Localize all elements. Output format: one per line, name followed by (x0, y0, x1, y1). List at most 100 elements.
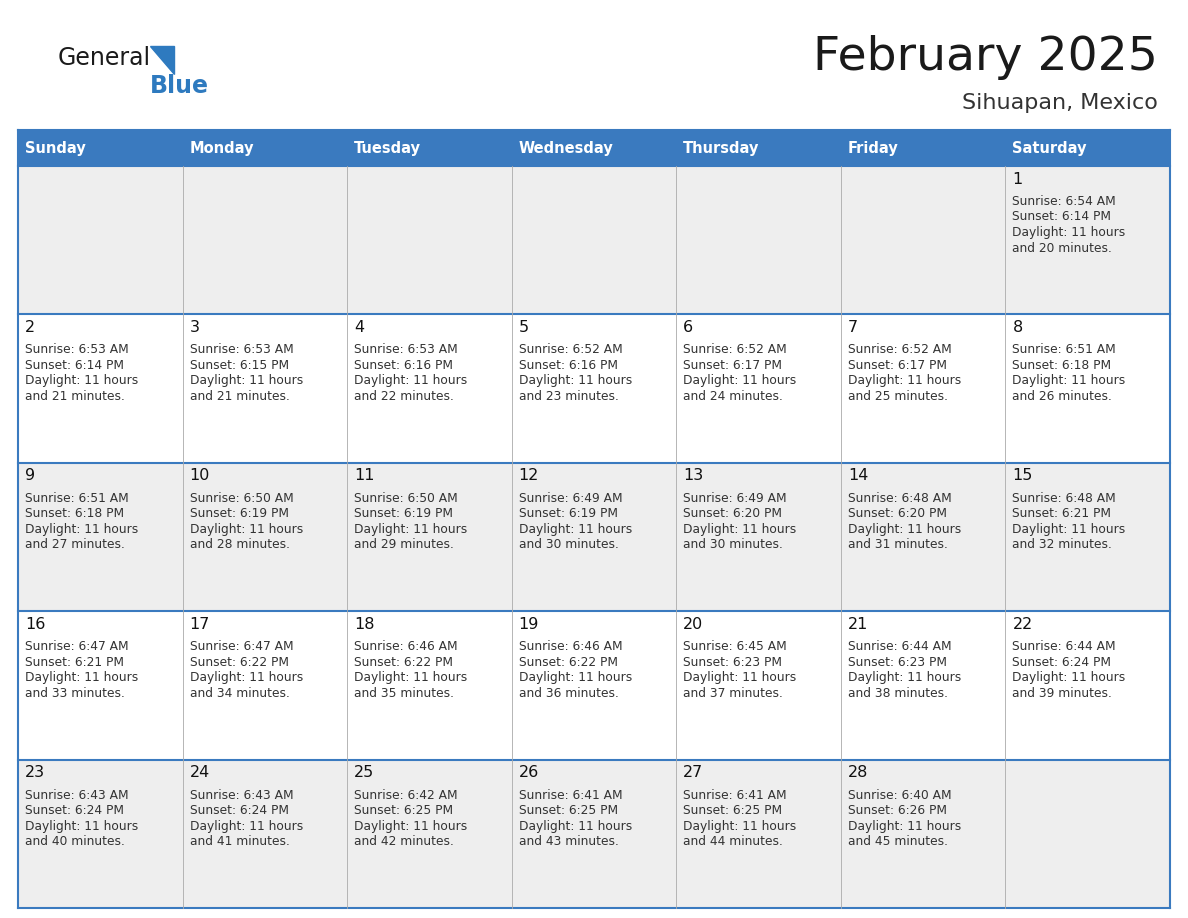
Text: Sunset: 6:22 PM: Sunset: 6:22 PM (190, 655, 289, 668)
Text: 14: 14 (848, 468, 868, 483)
Text: 25: 25 (354, 765, 374, 780)
Text: and 45 minutes.: and 45 minutes. (848, 835, 948, 848)
Bar (512, 166, 676, 314)
Text: General: General (58, 46, 151, 70)
Text: and 30 minutes.: and 30 minutes. (519, 538, 619, 552)
Text: 5: 5 (519, 319, 529, 335)
Text: Daylight: 11 hours: Daylight: 11 hours (354, 522, 467, 536)
Text: Wednesday: Wednesday (519, 140, 613, 155)
Text: 20: 20 (683, 617, 703, 632)
Text: and 25 minutes.: and 25 minutes. (848, 390, 948, 403)
Bar (841, 463, 1005, 611)
Text: and 29 minutes.: and 29 minutes. (354, 538, 454, 552)
Text: Sunset: 6:19 PM: Sunset: 6:19 PM (354, 508, 453, 521)
Text: and 26 minutes.: and 26 minutes. (1012, 390, 1112, 403)
Text: Sunset: 6:24 PM: Sunset: 6:24 PM (25, 804, 124, 817)
Text: 2: 2 (25, 319, 36, 335)
Text: Sunrise: 6:45 AM: Sunrise: 6:45 AM (683, 640, 786, 654)
Text: and 39 minutes.: and 39 minutes. (1012, 687, 1112, 700)
Text: Sunrise: 6:53 AM: Sunrise: 6:53 AM (25, 343, 128, 356)
Text: Daylight: 11 hours: Daylight: 11 hours (519, 671, 632, 684)
Text: 6: 6 (683, 319, 694, 335)
Text: and 35 minutes.: and 35 minutes. (354, 687, 454, 700)
Text: and 21 minutes.: and 21 minutes. (25, 390, 125, 403)
Text: Daylight: 11 hours: Daylight: 11 hours (683, 375, 796, 387)
Text: Sunset: 6:14 PM: Sunset: 6:14 PM (25, 359, 124, 372)
Text: 22: 22 (1012, 617, 1032, 632)
Text: Daylight: 11 hours: Daylight: 11 hours (683, 522, 796, 536)
Text: Sunrise: 6:43 AM: Sunrise: 6:43 AM (190, 789, 293, 801)
Bar (1005, 611, 1170, 759)
Text: Sunrise: 6:50 AM: Sunrise: 6:50 AM (190, 492, 293, 505)
Text: Daylight: 11 hours: Daylight: 11 hours (848, 671, 961, 684)
Text: and 43 minutes.: and 43 minutes. (519, 835, 619, 848)
Polygon shape (150, 46, 173, 74)
Text: Sunrise: 6:48 AM: Sunrise: 6:48 AM (848, 492, 952, 505)
Text: Daylight: 11 hours: Daylight: 11 hours (1012, 522, 1126, 536)
Text: 9: 9 (25, 468, 36, 483)
Bar (347, 611, 512, 759)
Text: Sunrise: 6:41 AM: Sunrise: 6:41 AM (683, 789, 786, 801)
Text: Daylight: 11 hours: Daylight: 11 hours (25, 522, 138, 536)
Text: Daylight: 11 hours: Daylight: 11 hours (354, 375, 467, 387)
Text: Sunset: 6:14 PM: Sunset: 6:14 PM (1012, 210, 1112, 223)
Bar (512, 759, 676, 908)
Bar (183, 314, 347, 463)
Text: Thursday: Thursday (683, 140, 759, 155)
Text: Sunrise: 6:51 AM: Sunrise: 6:51 AM (1012, 343, 1117, 356)
Text: and 28 minutes.: and 28 minutes. (190, 538, 290, 552)
Text: Daylight: 11 hours: Daylight: 11 hours (1012, 226, 1126, 239)
Bar (676, 130, 841, 166)
Text: 15: 15 (1012, 468, 1032, 483)
Text: Sunrise: 6:54 AM: Sunrise: 6:54 AM (1012, 195, 1117, 208)
Text: Sunset: 6:21 PM: Sunset: 6:21 PM (1012, 508, 1112, 521)
Text: Sunset: 6:16 PM: Sunset: 6:16 PM (354, 359, 453, 372)
Text: Daylight: 11 hours: Daylight: 11 hours (354, 671, 467, 684)
Bar (347, 130, 512, 166)
Text: and 44 minutes.: and 44 minutes. (683, 835, 783, 848)
Bar (676, 759, 841, 908)
Bar (1005, 130, 1170, 166)
Text: and 24 minutes.: and 24 minutes. (683, 390, 783, 403)
Text: Sunset: 6:15 PM: Sunset: 6:15 PM (190, 359, 289, 372)
Text: Sunrise: 6:48 AM: Sunrise: 6:48 AM (1012, 492, 1117, 505)
Text: Daylight: 11 hours: Daylight: 11 hours (190, 820, 303, 833)
Text: Daylight: 11 hours: Daylight: 11 hours (519, 375, 632, 387)
Text: Sunrise: 6:50 AM: Sunrise: 6:50 AM (354, 492, 457, 505)
Text: and 22 minutes.: and 22 minutes. (354, 390, 454, 403)
Text: Sunset: 6:17 PM: Sunset: 6:17 PM (683, 359, 782, 372)
Text: Saturday: Saturday (1012, 140, 1087, 155)
Text: Sunset: 6:19 PM: Sunset: 6:19 PM (190, 508, 289, 521)
Bar (1005, 314, 1170, 463)
Text: Sunset: 6:18 PM: Sunset: 6:18 PM (1012, 359, 1112, 372)
Text: Sunset: 6:24 PM: Sunset: 6:24 PM (1012, 655, 1112, 668)
Text: Sunrise: 6:41 AM: Sunrise: 6:41 AM (519, 789, 623, 801)
Text: and 27 minutes.: and 27 minutes. (25, 538, 125, 552)
Text: Daylight: 11 hours: Daylight: 11 hours (848, 820, 961, 833)
Bar (347, 463, 512, 611)
Bar (512, 314, 676, 463)
Bar (512, 130, 676, 166)
Text: Sunset: 6:18 PM: Sunset: 6:18 PM (25, 508, 124, 521)
Bar (841, 314, 1005, 463)
Text: Daylight: 11 hours: Daylight: 11 hours (683, 671, 796, 684)
Text: Sunset: 6:26 PM: Sunset: 6:26 PM (848, 804, 947, 817)
Text: 10: 10 (190, 468, 210, 483)
Text: Sunrise: 6:46 AM: Sunrise: 6:46 AM (519, 640, 623, 654)
Text: Sunrise: 6:47 AM: Sunrise: 6:47 AM (25, 640, 128, 654)
Bar (183, 463, 347, 611)
Bar (512, 611, 676, 759)
Text: Friday: Friday (848, 140, 898, 155)
Bar (1005, 463, 1170, 611)
Bar (841, 166, 1005, 314)
Text: Sunset: 6:19 PM: Sunset: 6:19 PM (519, 508, 618, 521)
Text: Daylight: 11 hours: Daylight: 11 hours (190, 375, 303, 387)
Text: Blue: Blue (150, 74, 209, 98)
Text: and 23 minutes.: and 23 minutes. (519, 390, 619, 403)
Text: Sunset: 6:20 PM: Sunset: 6:20 PM (683, 508, 782, 521)
Text: and 32 minutes.: and 32 minutes. (1012, 538, 1112, 552)
Text: 18: 18 (354, 617, 374, 632)
Bar (18, 463, 183, 611)
Bar (841, 611, 1005, 759)
Text: and 30 minutes.: and 30 minutes. (683, 538, 783, 552)
